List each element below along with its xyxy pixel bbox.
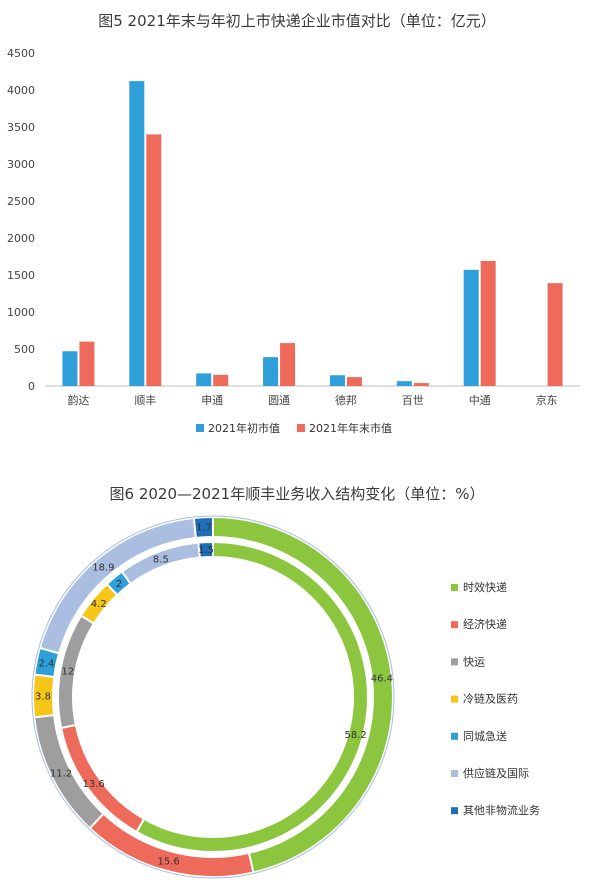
legend-label: 2021年初市值 (208, 421, 280, 435)
slice-label: 18.9 (92, 563, 114, 574)
slice-label: 3.8 (35, 691, 51, 702)
legend-swatch (451, 658, 458, 666)
bar (196, 373, 212, 386)
y-tick-label: 1500 (7, 269, 35, 282)
slice-label: 11.2 (50, 769, 72, 780)
legend-swatch (196, 424, 204, 432)
legend-swatch (451, 807, 458, 815)
bar (413, 383, 429, 386)
x-tick-label: 圆通 (268, 394, 290, 407)
bar (129, 81, 145, 387)
legend-label: 冷链及医药 (463, 692, 518, 706)
y-tick-label: 0 (28, 380, 35, 393)
slice-label: 1.7 (196, 523, 212, 534)
donut-slice (192, 515, 214, 540)
bar (547, 283, 563, 386)
legend-swatch (451, 695, 458, 703)
slice-label: 8.5 (153, 555, 169, 566)
y-tick-label: 2000 (7, 232, 35, 245)
legend-label: 时效快递 (463, 580, 507, 594)
bar (346, 377, 362, 386)
bar (79, 341, 95, 386)
legend-swatch (451, 732, 458, 740)
slice-label: 12 (61, 667, 74, 678)
x-tick-label: 申通 (201, 394, 223, 407)
y-tick-label: 2500 (7, 195, 35, 208)
bar (329, 375, 345, 386)
slice-label: 2.4 (38, 659, 54, 670)
x-tick-label: 韵达 (67, 393, 89, 407)
bar (480, 260, 496, 386)
slice-label: 58.2 (344, 730, 366, 741)
bar (463, 269, 479, 386)
slice-label: 1.5 (198, 545, 214, 556)
slice-label: 15.6 (158, 857, 180, 868)
x-tick-label: 中通 (469, 394, 491, 407)
y-tick-label: 500 (14, 343, 35, 356)
bar (62, 351, 78, 386)
y-tick-label: 1000 (7, 306, 35, 319)
legend-swatch (297, 424, 305, 432)
bar (263, 357, 279, 386)
bar (280, 343, 296, 386)
y-tick-label: 4000 (7, 84, 35, 97)
bar (146, 134, 162, 386)
outer-ring-outline (31, 515, 395, 879)
legend-label: 供应链及国际 (463, 766, 529, 780)
x-tick-label: 百世 (402, 394, 424, 407)
slice-label: 4.2 (91, 599, 107, 610)
legend-label: 同城急送 (463, 729, 507, 743)
legend-swatch (451, 584, 458, 591)
legend-swatch (451, 770, 458, 777)
x-tick-label: 京东 (536, 393, 558, 407)
legend-label: 经济快递 (463, 617, 507, 631)
legend-swatch (451, 621, 458, 629)
slice-label: 46.4 (371, 673, 393, 684)
legend-label: 2021年年末市值 (309, 421, 392, 435)
chart2-title: 图6 2020—2021年顺丰业务收入结构变化（单位：%） (109, 485, 485, 503)
legend-label: 快运 (463, 655, 485, 668)
bar (396, 381, 412, 386)
bar (213, 374, 229, 386)
x-tick-label: 顺丰 (134, 394, 156, 407)
slice-label: 2 (116, 579, 122, 590)
slice-label: 13.6 (83, 779, 105, 790)
chart1-title: 图5 2021年末与年初上市快递企业市值对比（单位：亿元） (98, 12, 496, 30)
donut-slice (197, 540, 214, 559)
x-tick-label: 德邦 (335, 393, 357, 407)
legend-label: 其他非物流业务 (463, 803, 540, 817)
y-tick-label: 4500 (7, 47, 35, 60)
y-tick-label: 3500 (7, 121, 35, 134)
y-tick-label: 3000 (7, 158, 35, 171)
bar-chart: 0 500 1000 1500 2000 2500 3000 3500 4000 4500 韵达 顺丰… (7, 47, 580, 435)
